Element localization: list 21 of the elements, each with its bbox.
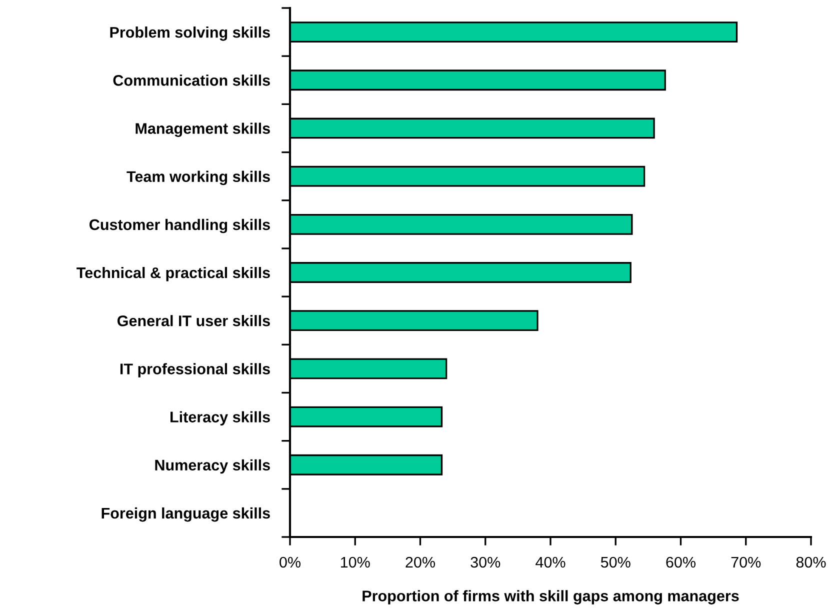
x-tick-label: 0% bbox=[280, 556, 300, 568]
x-tick-label: 50% bbox=[600, 556, 630, 568]
x-tick-label: 60% bbox=[666, 556, 696, 568]
y-tick-label: Communication skills bbox=[113, 74, 270, 86]
x-tick-label: 70% bbox=[731, 556, 761, 568]
x-tick-label: 10% bbox=[341, 556, 370, 568]
y-tick-label: Customer handling skills bbox=[90, 218, 270, 234]
x-tick-label: 20% bbox=[406, 556, 435, 568]
x-tick-label: 80% bbox=[796, 556, 826, 568]
y-tick-label: IT professional skills bbox=[120, 363, 270, 378]
y-tick-label: Foreign language skills bbox=[102, 507, 270, 522]
x-axis-title: Proportion of firms with skill gaps among managers bbox=[362, 590, 739, 604]
y-tick-label: Literacy skills bbox=[170, 411, 270, 426]
y-tick-label: Numeracy skills bbox=[155, 459, 270, 474]
x-tick-label: 40% bbox=[536, 556, 566, 568]
y-tick-label: Team working skills bbox=[126, 170, 270, 186]
y-tick-label: Problem solving skills bbox=[110, 26, 270, 41]
y-tick-label: Management skills bbox=[136, 122, 270, 137]
y-tick-label: Technical & practical skills bbox=[76, 266, 270, 282]
y-tick-label: General IT user skills bbox=[117, 315, 270, 326]
x-tick-label: 30% bbox=[470, 556, 500, 568]
